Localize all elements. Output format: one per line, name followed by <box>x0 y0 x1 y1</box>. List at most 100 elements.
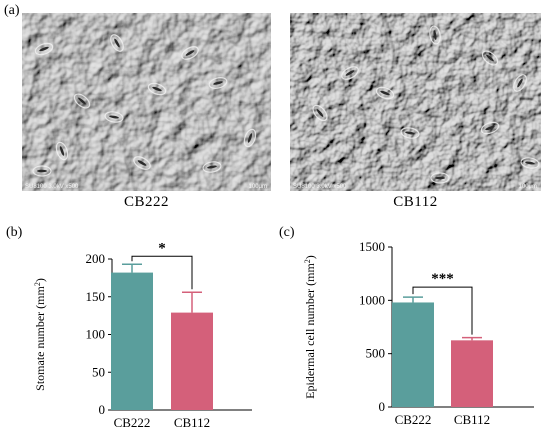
y-tick-label: 500 <box>366 346 386 361</box>
x-tick-label-cb222: CB222 <box>395 412 432 427</box>
panel-c-label: (c) <box>279 225 295 240</box>
stoma-guard-cells <box>341 66 359 80</box>
stoma-pore <box>405 131 415 135</box>
stoma <box>341 66 359 80</box>
x-tick-label-cb222: CB222 <box>114 415 151 430</box>
y-tick-label: 1500 <box>359 239 385 254</box>
y-tick-label: 0 <box>99 402 106 417</box>
sem-image-cb222: SU8100 3.0kV x500 100μm <box>22 13 271 191</box>
stoma-guard-cells <box>202 161 222 173</box>
stoma-guard-cells <box>430 172 450 184</box>
significance-bracket <box>412 286 473 335</box>
stoma <box>73 93 91 109</box>
stoma <box>181 46 199 60</box>
stoma <box>110 34 124 52</box>
chart-c: 0 500 1000 1500 Epidermal cell number (mm2) C… <box>303 239 534 427</box>
stoma-pore <box>485 125 495 131</box>
sem-footer: SU8100 3.0kV x500 100μm <box>290 183 541 191</box>
stomata-group <box>32 34 257 177</box>
stoma <box>32 165 52 177</box>
sem-footer-left: SU8100 3.0kV x500 <box>293 184 347 190</box>
y-axis-title: Epidermal cell number (mm2) <box>303 255 318 399</box>
bar-cb222 <box>392 302 434 407</box>
stoma-pore <box>247 133 253 143</box>
stoma-guard-cells <box>481 50 499 66</box>
stoma-guard-cells <box>243 128 257 148</box>
stoma <box>312 104 328 122</box>
x-tick-label-cb112: CB112 <box>454 412 490 427</box>
stoma-pore <box>37 169 47 173</box>
stoma-guard-cells <box>34 42 54 56</box>
significance-marker: * <box>158 240 166 256</box>
stoma <box>34 42 54 56</box>
stoma-pore <box>152 86 162 92</box>
sem-texture <box>22 13 271 191</box>
stoma-guard-cells <box>55 141 69 161</box>
stoma-pore <box>78 97 86 105</box>
stoma-pore <box>213 81 223 85</box>
stoma <box>480 121 500 135</box>
sem-image-cb112: SU8100 3.0kV x500 100μm <box>290 13 541 191</box>
stoma-pore <box>433 30 437 40</box>
sem-scale-label: 100μm <box>518 184 537 190</box>
stoma-guard-cells <box>513 74 527 92</box>
stoma-guard-cells <box>429 25 441 45</box>
stoma <box>429 25 441 45</box>
sem-footer: SU8100 3.0kV x500 100μm <box>22 183 271 191</box>
y-tick-label: 100 <box>86 327 106 342</box>
stoma <box>208 77 228 89</box>
stoma-guard-cells <box>375 86 395 100</box>
stoma <box>481 50 499 66</box>
y-axis-title: Stomate number (mm2) <box>33 278 48 391</box>
stomata-group <box>312 25 540 184</box>
stoma-guard-cells <box>147 82 167 96</box>
stoma-pore <box>114 38 120 48</box>
stoma-guard-cells <box>520 157 540 169</box>
stoma <box>202 161 222 173</box>
panel-a-label: (a) <box>4 3 20 18</box>
stoma <box>375 86 395 100</box>
y-tick-label: 0 <box>379 399 386 414</box>
stoma-guard-cells <box>208 77 228 89</box>
chart-b: 0 50 100 150 200 Stomate number (mm2) CB222 CB1… <box>33 240 252 430</box>
stoma-guard-cells <box>312 104 328 122</box>
stoma-guard-cells <box>104 111 124 123</box>
stoma-pore <box>316 109 324 117</box>
stoma <box>104 111 124 123</box>
sem-scale-label: 100μm <box>248 184 267 190</box>
sem-texture <box>290 13 541 191</box>
stoma-guard-cells <box>32 165 52 177</box>
stoma-pore <box>525 161 535 165</box>
y-tick-label: 200 <box>86 251 106 266</box>
stoma-pore <box>345 70 355 76</box>
significance-marker: *** <box>431 271 454 287</box>
stoma-guard-cells <box>480 121 500 135</box>
sem-caption-cb112: CB112 <box>393 194 438 210</box>
stoma-pore <box>39 46 49 52</box>
stoma-pore <box>59 146 65 156</box>
stoma <box>55 141 69 161</box>
stoma-pore <box>207 165 217 169</box>
y-tick-label: 150 <box>86 289 106 304</box>
stoma-pore <box>109 115 119 119</box>
bar-cb112 <box>171 312 213 410</box>
sem-caption-cb222: CB222 <box>123 194 169 210</box>
stoma-pore <box>435 176 445 180</box>
stoma <box>400 127 420 139</box>
bar-cb112 <box>451 340 493 407</box>
stoma <box>243 128 257 148</box>
stoma <box>520 157 540 169</box>
significance-bracket <box>131 255 193 290</box>
y-tick-label: 50 <box>92 364 105 379</box>
stoma-guard-cells <box>181 46 199 60</box>
x-tick-label-cb112: CB112 <box>174 415 210 430</box>
panel-b-label: (b) <box>6 225 23 240</box>
stoma <box>147 82 167 96</box>
stoma-guard-cells <box>110 34 124 52</box>
stoma <box>513 74 527 92</box>
stoma-pore <box>185 50 195 56</box>
stoma-guard-cells <box>133 156 151 170</box>
stoma-pore <box>380 90 390 96</box>
stoma-pore <box>486 54 494 62</box>
stoma-pore <box>517 78 523 88</box>
